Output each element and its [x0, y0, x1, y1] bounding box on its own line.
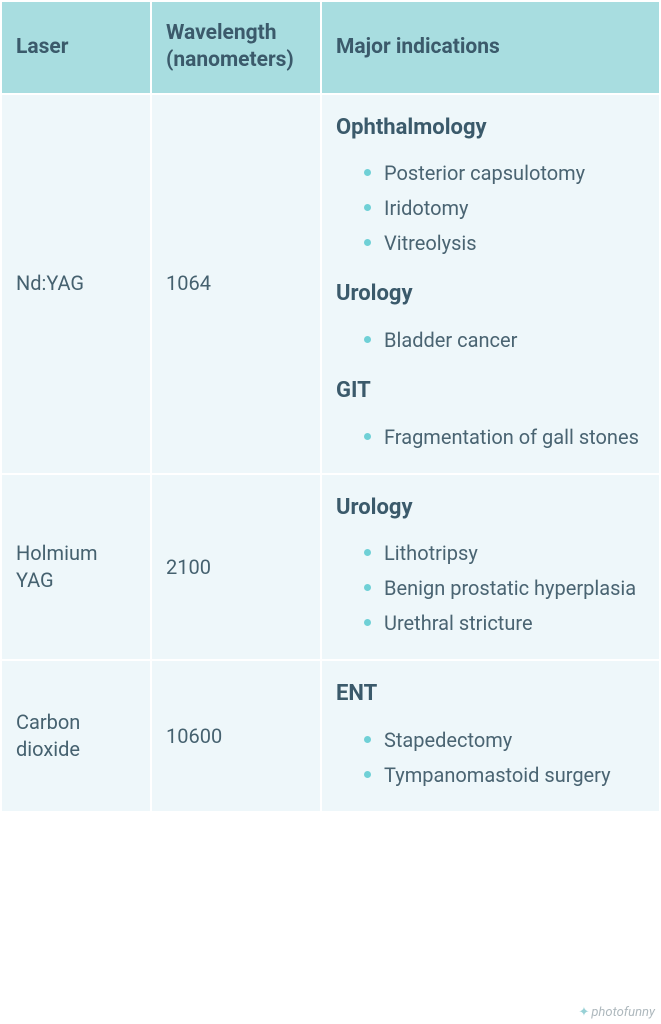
indication-list: Posterior capsulotomy Iridotomy Vitreoly…: [336, 156, 645, 261]
indication-item: Stapedectomy: [364, 723, 645, 758]
indication-section-title: Urology: [336, 493, 645, 523]
indication-section-title: ENT: [336, 679, 645, 709]
watermark-text: photofunny: [591, 1005, 655, 1020]
table-row: Carbon dioxide 10600 ENT Stapedectomy Ty…: [1, 660, 660, 812]
indication-section-title: GIT: [336, 376, 645, 406]
cell-wavelength: 1064: [151, 94, 321, 474]
sparkle-icon: ✦: [578, 1005, 589, 1020]
table-row: Nd:YAG 1064 Ophthalmology Posterior caps…: [1, 94, 660, 474]
indication-section-title: Urology: [336, 279, 645, 309]
indication-item: Iridotomy: [364, 191, 645, 226]
cell-laser: Holmium YAG: [1, 474, 151, 661]
indication-list: Bladder cancer: [336, 323, 645, 358]
indication-item: Urethral stricture: [364, 606, 645, 641]
indication-list: Lithotripsy Benign prostatic hyperplasia…: [336, 536, 645, 641]
indication-item: Benign prostatic hyperplasia: [364, 571, 645, 606]
indication-item: Fragmentation of gall stones: [364, 420, 645, 455]
watermark: ✦photofunny: [578, 1005, 655, 1020]
indication-item: Vitreolysis: [364, 226, 645, 261]
cell-laser: Nd:YAG: [1, 94, 151, 474]
cell-laser: Carbon dioxide: [1, 660, 151, 812]
indication-list: Stapedectomy Tympanomastoid surgery: [336, 723, 645, 793]
cell-indications: Ophthalmology Posterior capsulotomy Irid…: [321, 94, 660, 474]
cell-wavelength: 10600: [151, 660, 321, 812]
indication-list: Fragmentation of gall stones: [336, 420, 645, 455]
cell-indications: ENT Stapedectomy Tympanomastoid surgery: [321, 660, 660, 812]
header-wavelength: Wavelength (nanometers): [151, 1, 321, 94]
laser-table: Laser Wavelength (nanometers) Major indi…: [0, 0, 661, 813]
cell-indications: Urology Lithotripsy Benign prostatic hyp…: [321, 474, 660, 661]
indication-item: Bladder cancer: [364, 323, 645, 358]
indication-item: Posterior capsulotomy: [364, 156, 645, 191]
header-laser: Laser: [1, 1, 151, 94]
cell-wavelength: 2100: [151, 474, 321, 661]
header-indications: Major indications: [321, 1, 660, 94]
indication-item: Lithotripsy: [364, 536, 645, 571]
table-row: Holmium YAG 2100 Urology Lithotripsy Ben…: [1, 474, 660, 661]
table-header-row: Laser Wavelength (nanometers) Major indi…: [1, 1, 660, 94]
indication-item: Tympanomastoid surgery: [364, 758, 645, 793]
indication-section-title: Ophthalmology: [336, 113, 645, 143]
